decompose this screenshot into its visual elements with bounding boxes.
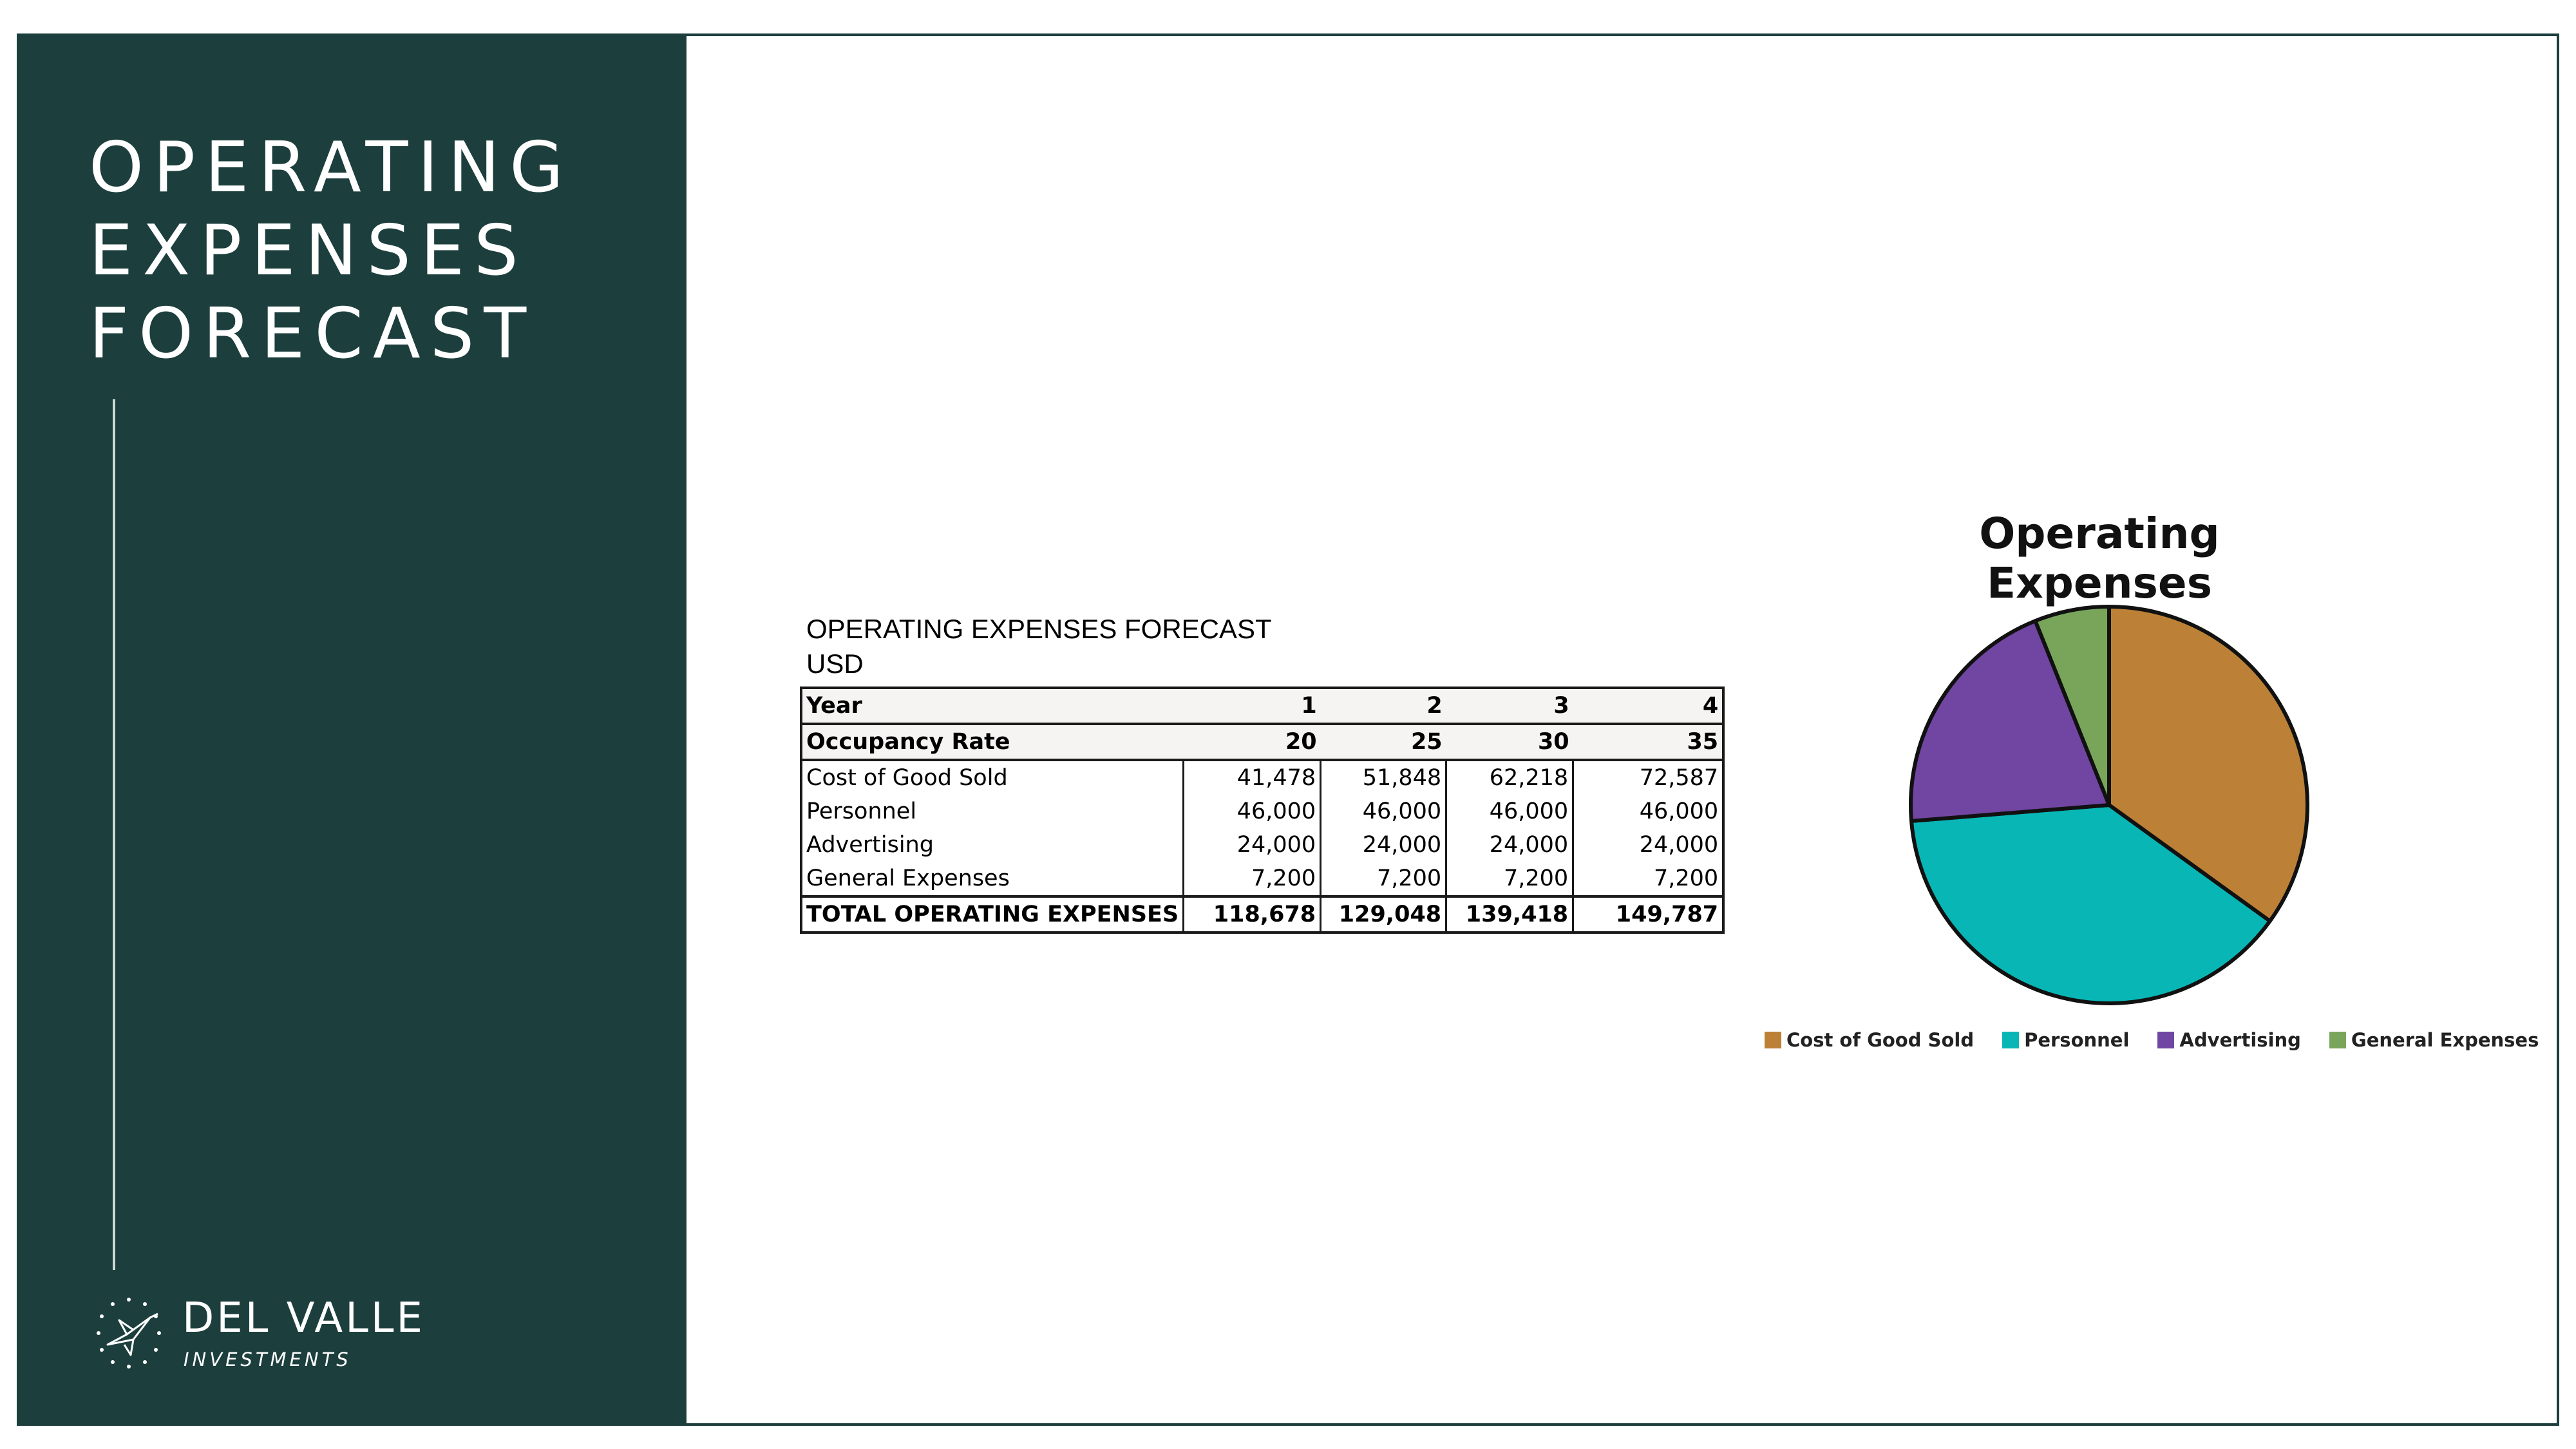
logo-subtitle: INVESTMENTS (184, 1349, 352, 1370)
legend-label: Advertising (2179, 1029, 2301, 1051)
table-cell: 4 (1573, 687, 1724, 725)
legend-swatch (2002, 1032, 2020, 1048)
table-cell: 139,418 (1446, 895, 1575, 934)
chart-title: Operating Expenses (1979, 509, 2220, 608)
pie-slice-cost-of-good-sold (2107, 605, 2309, 923)
chart-legend: Cost of Good Sold Personnel Advertising Gen… (1765, 1029, 2567, 1051)
table-cell: 30 (1446, 723, 1573, 761)
table-title: OPERATING EXPENSES FORECAST (806, 614, 1272, 644)
legend-item: Cost of Good Sold (1765, 1029, 1974, 1051)
table-cell: 24,000 (1446, 828, 1575, 862)
pie-chart (1909, 605, 2309, 1005)
legend-swatch (2157, 1032, 2175, 1048)
table-cell: 35 (1573, 723, 1724, 761)
table-cell: Cost of Good Sold (801, 760, 1185, 795)
table-cell: 7,200 (1320, 862, 1448, 896)
pie-slice-general-expenses (2033, 605, 2111, 807)
table-row: Advertising 24,000 24,000 24,000 24,000 (801, 828, 1723, 862)
table-cell: 24,000 (1639, 832, 1719, 858)
table-cell: 46,000 (1183, 795, 1322, 828)
logo-name: DEL VALLE (182, 1294, 425, 1342)
slide-title: OPERATING EXPENSES FORECAST (89, 126, 573, 375)
table-occupancy-row: Occupancy Rate 20 25 30 35 (801, 723, 1724, 761)
legend-label: General Expenses (2351, 1029, 2539, 1051)
legend-swatch (2329, 1032, 2346, 1048)
legend-label: Personnel (2024, 1029, 2130, 1051)
slide-title-line-3: FORECAST (89, 294, 536, 374)
table-row: General Expenses 7,200 7,200 7,200 7,200 (801, 862, 1723, 896)
legend-swatch (1765, 1032, 1781, 1048)
table-cell: Advertising (801, 828, 1185, 862)
table-cell: 72,587 (1639, 765, 1719, 791)
table-cell: TOTAL OPERATING EXPENSES (801, 895, 1185, 934)
table-cell: 41,478 (1183, 760, 1322, 795)
table-cell: 7,200 (1446, 862, 1575, 896)
table-cell: 51,848 (1320, 760, 1448, 795)
table-total-row: TOTAL OPERATING EXPENSES 118,678 129,048… (801, 895, 1724, 934)
table-cell: 46,000 (1320, 795, 1448, 828)
table-cell: 7,200 (1183, 862, 1322, 896)
table-currency: USD (806, 649, 864, 679)
table-cell: Occupancy Rate (801, 723, 1184, 761)
expenses-table: Year 1 2 3 4 Occupancy Rate 20 25 30 35 … (800, 687, 1725, 934)
table-cell: Personnel (801, 795, 1185, 828)
table-cell: 3 (1446, 687, 1573, 725)
table-cell: General Expenses (801, 862, 1185, 896)
table-cell: 20 (1183, 723, 1321, 761)
legend-item: Personnel (2002, 1029, 2129, 1051)
table-cell: Year (801, 687, 1184, 725)
pie-slice-advertising (1909, 619, 2111, 823)
table-cell: 25 (1320, 723, 1446, 761)
slide-title-line-2: EXPENSES (89, 211, 528, 291)
table-row: Cost of Good Sold 41,478 51,848 62,218 7… (801, 760, 1723, 795)
legend-label: Cost of Good Sold (1786, 1029, 1975, 1051)
legend-item: Advertising (2157, 1029, 2301, 1051)
slide-title-line-1: OPERATING (89, 128, 573, 208)
table-cell: 149,787 (1573, 895, 1724, 934)
table-cell: 46,000 (1639, 799, 1719, 824)
table-cell: 7,200 (1653, 866, 1719, 891)
pie-slice-personnel (1909, 803, 2272, 1005)
table-row: Personnel 46,000 46,000 46,000 46,000 (801, 795, 1723, 828)
table-cell: 129,048 (1320, 895, 1448, 934)
table-cell: 62,218 (1446, 760, 1575, 795)
table-cell: 118,678 (1183, 895, 1322, 934)
table-cell: 2 (1320, 687, 1446, 725)
sidebar-divider (113, 399, 115, 1270)
table-header-row: Year 1 2 3 4 (801, 687, 1724, 725)
table-cell: 1 (1183, 687, 1321, 725)
expenses-table-block: OPERATING EXPENSES FORECAST USD Year 1 2… (800, 612, 1725, 934)
legend-item: General Expenses (2329, 1029, 2539, 1051)
table-cell: 24,000 (1183, 828, 1322, 862)
hummingbird-icon (97, 1298, 161, 1368)
table-cell: 24,000 (1320, 828, 1448, 862)
sidebar (17, 33, 687, 1426)
table-cell: 46,000 (1446, 795, 1575, 828)
